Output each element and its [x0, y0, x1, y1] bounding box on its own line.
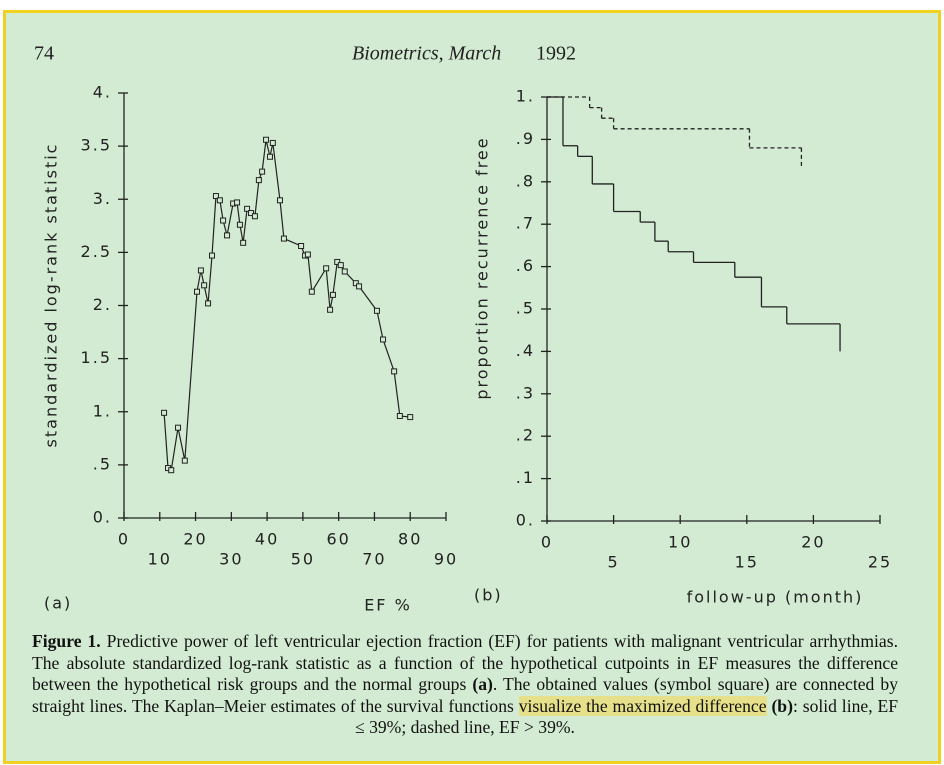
caption-ref: (b) [771, 695, 793, 716]
data-point [244, 205, 251, 212]
y-tick-label: .5 [516, 299, 535, 318]
caption: Figure 1. Predictive power of left ventr… [32, 631, 898, 739]
y-tick-label: .9 [516, 129, 535, 148]
data-point [216, 197, 223, 204]
data-point [181, 457, 188, 464]
data-point [263, 136, 270, 143]
y-tick-label: 2.5 [81, 242, 112, 261]
data-line [163, 139, 411, 472]
y-tick-label: .5 [93, 454, 112, 473]
data-point [327, 306, 334, 313]
y-tick-label: .1 [516, 468, 535, 487]
x-tick-label: 80 [398, 530, 422, 549]
y-tick-label: .8 [516, 171, 535, 190]
data-point [356, 283, 363, 290]
x-tick-label: 0 [541, 533, 553, 552]
y-tick-label: 0. [93, 508, 112, 527]
y-tick-label: 1. [516, 87, 535, 106]
data-point [334, 258, 341, 265]
panel-label: (b) [474, 586, 503, 605]
data-point [407, 414, 414, 421]
x-tick-label: 5 [608, 553, 620, 572]
data-point [234, 199, 241, 206]
data-point [269, 139, 276, 146]
highlight: visualize the maximized difference [518, 695, 767, 716]
year: 1992 [536, 43, 576, 65]
journal: Biometrics, March [352, 43, 501, 65]
data-point [255, 177, 262, 184]
x-tick-label: 20 [183, 530, 207, 549]
data-point [308, 288, 315, 295]
data-point [248, 210, 255, 217]
x-tick-label: 70 [362, 550, 386, 569]
x-tick-label: 20 [801, 533, 825, 552]
y-tick-label: 0. [516, 511, 535, 530]
y-tick-label: 3. [93, 189, 112, 208]
data-point [396, 413, 403, 419]
x-tick-label: 10 [668, 533, 692, 552]
data-point [391, 368, 398, 375]
frame [3, 10, 941, 764]
caption-text: . The obtained values (symbol square) ar… [32, 674, 898, 716]
data-point [352, 280, 359, 287]
data-point [266, 153, 273, 160]
x-axis-label: EF % [364, 596, 412, 615]
y-axis-label: standardized log-rank statistic [42, 143, 61, 448]
figure-label: Figure 1. [32, 631, 101, 651]
x-tick-label: 15 [735, 553, 759, 572]
data-point [193, 288, 200, 295]
y-tick-label: 2. [93, 295, 112, 314]
data-point [259, 168, 266, 175]
x-tick-label: 25 [868, 553, 892, 572]
x-tick-label: 90 [434, 550, 458, 569]
data-point [251, 213, 258, 220]
y-axis-label: proportion recurrence free [473, 136, 492, 399]
y-tick-label: .7 [516, 214, 535, 233]
caption-text: Predictive power of left ventricular eje… [32, 631, 898, 695]
x-tick-label: 30 [219, 550, 243, 569]
data-point [201, 282, 208, 289]
data-point [341, 268, 348, 275]
y-tick-label: .6 [516, 256, 535, 275]
data-point [220, 217, 227, 224]
y-tick-label: .3 [516, 383, 535, 402]
x-tick-label: 40 [255, 530, 279, 549]
data-point [236, 221, 243, 228]
y-tick-label: 1. [93, 401, 112, 420]
data-point [380, 336, 387, 343]
x-axis-label: follow-up (month) [687, 588, 864, 607]
data-point [209, 252, 216, 259]
x-tick-label: 0 [118, 530, 130, 549]
data-point [224, 232, 231, 239]
y-tick-label: .4 [516, 341, 535, 360]
data-point [337, 262, 344, 269]
data-point [304, 251, 311, 258]
data-point [197, 267, 204, 274]
x-tick-label: 10 [148, 550, 172, 569]
data-point [373, 307, 380, 314]
data-point [276, 197, 283, 204]
caption-text: : solid line, EF ≤ 39%; dashed line, EF … [355, 695, 899, 738]
y-tick-label: .2 [516, 426, 535, 445]
y-tick-label: 4. [93, 83, 112, 102]
data-point [168, 467, 175, 474]
page-number: 74 [34, 43, 54, 65]
data-point [323, 265, 330, 272]
x-tick-label: 50 [291, 550, 315, 569]
data-point [280, 235, 287, 242]
y-tick-label: 1.5 [81, 348, 112, 367]
data-point [161, 409, 168, 416]
data-point [298, 243, 305, 249]
panel-label: (a) [44, 594, 72, 613]
data-point [175, 424, 182, 431]
x-tick-label: 60 [326, 530, 350, 549]
data-point [205, 300, 212, 307]
y-tick-label: 3.5 [81, 136, 112, 155]
caption-ref: (a) [472, 674, 493, 695]
data-point [212, 193, 219, 200]
data-point [240, 239, 247, 246]
data-point [329, 291, 336, 298]
